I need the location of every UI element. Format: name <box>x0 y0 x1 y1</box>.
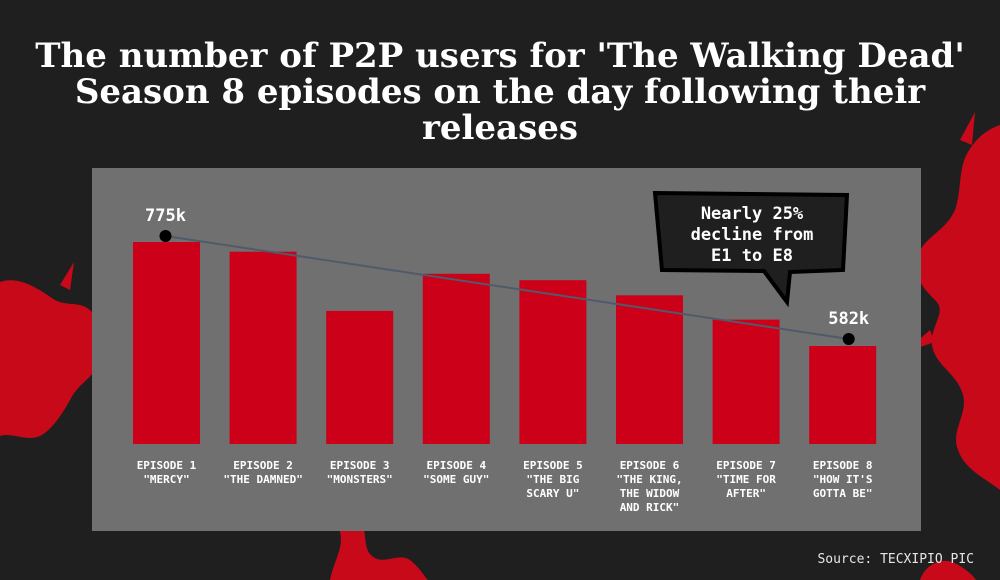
splatter-right <box>915 125 1000 490</box>
data-label-episode-8: 582k <box>828 309 869 329</box>
bar-episode-4 <box>422 273 490 444</box>
speech-bubble-shape <box>652 190 850 308</box>
callout-text: Nearly 25% decline from E1 to E8 <box>690 204 814 266</box>
splatter-right-spike <box>960 112 975 145</box>
category-label-episode-3: EPISODE 3 "MONSTERS" <box>327 459 393 486</box>
data-label-episode-1: 775k <box>145 206 186 226</box>
splatter-bottom <box>330 515 428 580</box>
bar-episode-8 <box>809 346 877 444</box>
category-label-episode-5: EPISODE 5 "THE BIG SCARY U" <box>523 459 583 500</box>
category-label-episode-2: EPISODE 2 "THE DAMNED" <box>223 459 302 486</box>
bar-episode-3 <box>326 310 394 444</box>
trend-line <box>165 235 849 340</box>
splatter-left-drop <box>60 262 74 290</box>
category-label-episode-8: EPISODE 8 "HOW IT'S GOTTA BE" <box>813 459 873 500</box>
chart-title-line-2: Season 8 episodes on the day following t… <box>74 72 926 112</box>
bar-episode-5 <box>519 280 587 444</box>
bar-episode-6 <box>616 295 683 444</box>
bar-episode-7 <box>712 319 780 444</box>
category-label-episode-7: EPISODE 7 "TIME FOR AFTER" <box>716 459 776 500</box>
bar-episode-1 <box>133 242 200 444</box>
source-note: Source: TECXIPIO PIC <box>817 552 974 567</box>
category-label-episode-4: EPISODE 4 "SOME GUY" <box>423 459 489 486</box>
chart-title-line-1: The number of P2P users for 'The Walking… <box>35 36 965 76</box>
callout-box: Nearly 25% decline from E1 to E8 <box>652 190 850 308</box>
bar-episode-2 <box>229 251 297 444</box>
trend-marker-end <box>842 332 855 345</box>
splatter-bottom-right <box>920 560 976 580</box>
category-label-episode-6: EPISODE 6 "THE KING, THE WIDOW AND RICK" <box>616 459 682 514</box>
trend-marker-start <box>159 230 172 242</box>
chart-title: The number of P2P users for 'The Walking… <box>0 38 1000 146</box>
category-label-episode-1: EPISODE 1 "MERCY" <box>137 459 197 486</box>
chart-title-line-3: releases <box>421 108 579 148</box>
splatter-left <box>0 280 104 438</box>
